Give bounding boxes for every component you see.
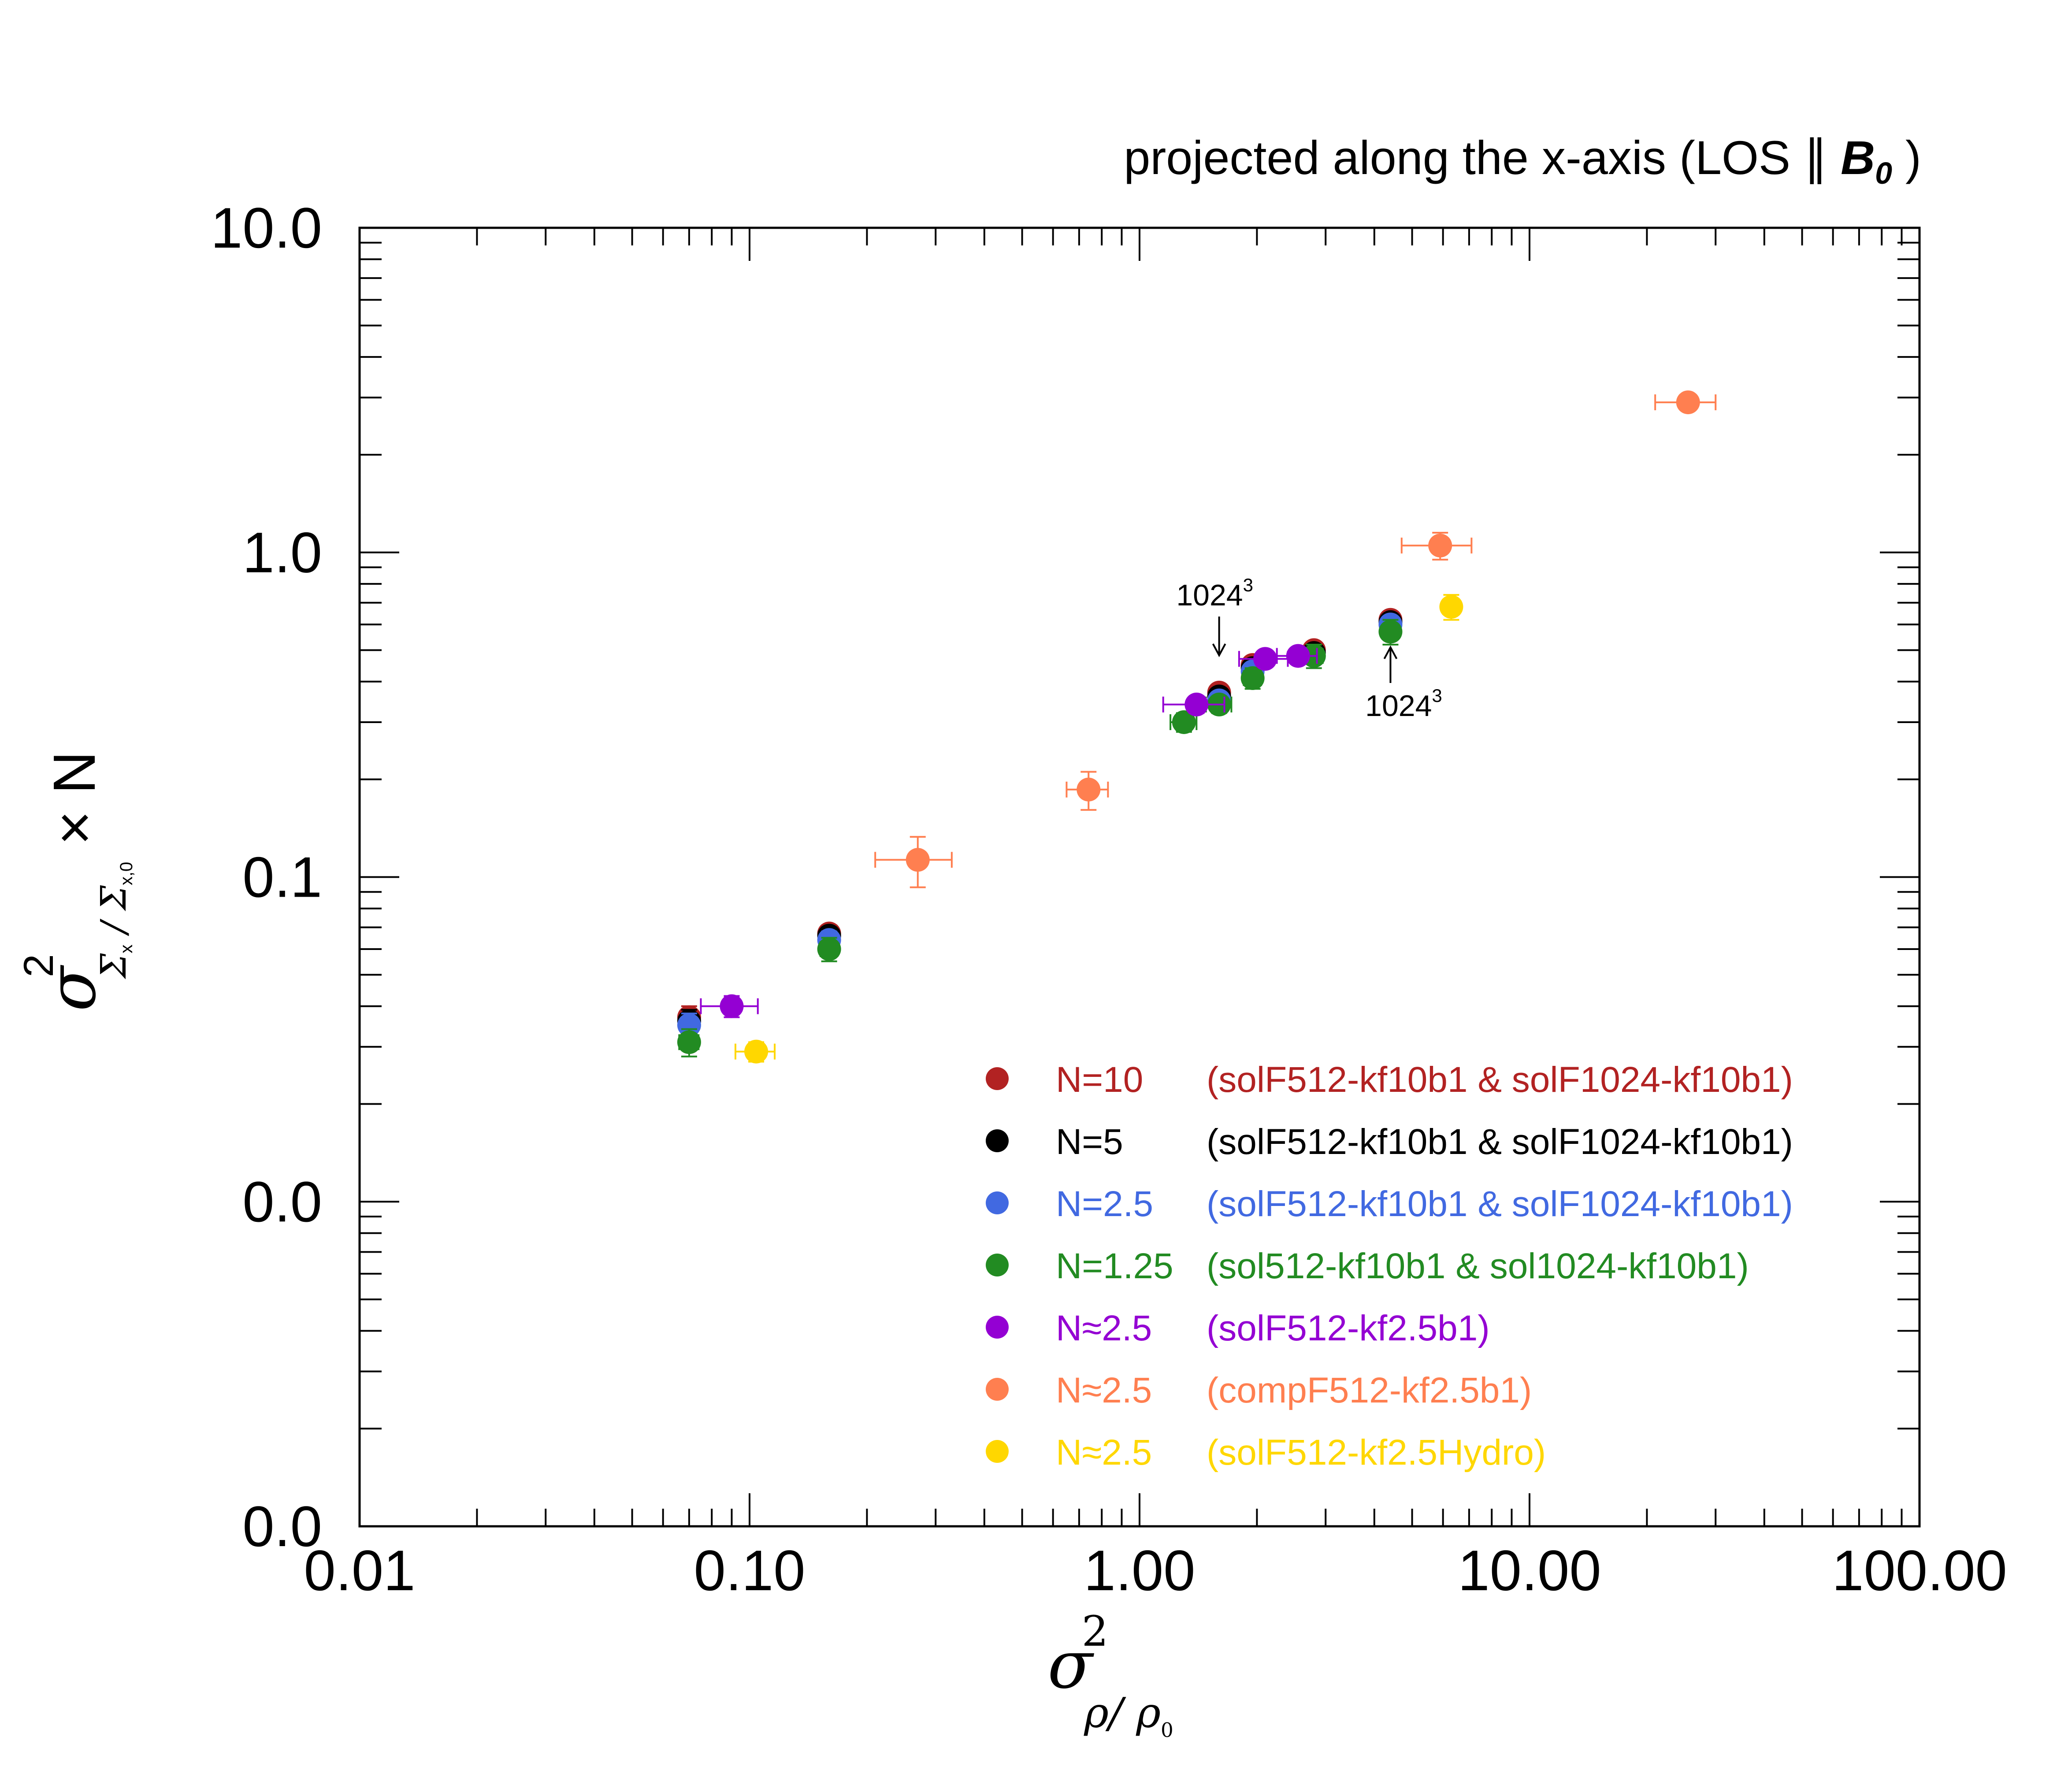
title-b: B: [1841, 131, 1875, 184]
series-6: [734, 594, 1463, 1064]
data-point: [1077, 777, 1101, 801]
legend-entry-0: N=10 (solF512-kf10b1 & solF1024-kf10b1): [986, 1060, 1793, 1100]
legend-name: N≈2.5: [1056, 1308, 1152, 1348]
y-axis-label-subsub2: x,0: [117, 862, 136, 885]
legend-entry-6: N≈2.5 (solF512-kf2.5Hydro): [986, 1432, 1546, 1473]
y-axis-label-suffix: × N: [41, 751, 108, 862]
chart-title: projected along the x-axis (LOS ∥ B0 ): [1124, 131, 1921, 190]
x-axis-label-subsub: 0: [1161, 1718, 1173, 1742]
y-tick-label: 0.1: [242, 845, 322, 909]
data-point: [744, 1039, 769, 1064]
legend-entry-1: N=5 (solF512-kf10b1 & solF1024-kf10b1): [986, 1122, 1793, 1162]
legend-name: N=1.25: [1056, 1246, 1173, 1286]
data-point: [677, 1030, 701, 1054]
y-axis-label-main: σ: [34, 965, 111, 1011]
annotations: 10243 10243: [1176, 575, 1442, 723]
data-point: [1253, 647, 1277, 671]
data-point: [1378, 620, 1403, 644]
data-point: [1240, 666, 1265, 690]
title-b-sub: 0: [1875, 156, 1892, 190]
data-point: [677, 1013, 701, 1037]
legend-name: N≈2.5: [1056, 1432, 1152, 1473]
annotation-text: 10243: [1365, 685, 1442, 723]
series-3: [677, 619, 1403, 1057]
y-tick-label: 0.0: [242, 1494, 322, 1558]
x-axis-label-sub: ρ/ ρ: [1084, 1689, 1161, 1737]
legend-name: N=5: [1056, 1122, 1123, 1162]
y-tick-label: 1.0: [242, 520, 322, 585]
legend-label: (sol512-kf10b1 & sol1024-kf10b1): [1207, 1246, 1749, 1286]
series-1: [677, 610, 1403, 1035]
legend-label: (solF512-kf10b1 & solF1024-kf10b1): [1207, 1060, 1793, 1100]
data-point: [1428, 534, 1452, 558]
axis-tick-labels: 0.01 0.10 1.00 10.00 100.00 0.0 0.0 0.1 1.0 10.0: [211, 196, 2007, 1603]
legend-name: N≈2.5: [1056, 1370, 1152, 1410]
series-4: [700, 644, 1318, 1018]
data-point: [1286, 644, 1310, 668]
legend-label: (solF512-kf2.5b1): [1207, 1308, 1490, 1348]
axis-ticks: [359, 228, 1919, 1527]
annotation-arrowhead: [1383, 645, 1398, 659]
data-point: [1184, 692, 1209, 716]
legend-marker: [986, 1067, 1009, 1090]
y-tick-label: 10.0: [211, 196, 322, 260]
y-axis-label-sub2: / Σ: [93, 885, 134, 945]
x-tick-label: 0.01: [304, 1538, 415, 1603]
annotation-text: 10243: [1176, 575, 1253, 612]
y-axis-label-subsub-x: x: [117, 945, 136, 954]
legend-label: (solF512-kf10b1 & solF1024-kf10b1): [1207, 1184, 1793, 1224]
legend-label: (compF512-kf2.5b1): [1207, 1370, 1532, 1410]
legend-name: N=10: [1056, 1060, 1143, 1100]
legend-marker: [986, 1440, 1009, 1463]
series-5: [874, 390, 1717, 888]
x-axis-label-main: σ: [1047, 1627, 1094, 1703]
x-axis-label: σ2 ρ/ ρ0: [1047, 1607, 1173, 1742]
x-tick-label: 1.00: [1084, 1538, 1195, 1603]
title-close: ): [1892, 131, 1921, 184]
legend-marker: [986, 1129, 1009, 1152]
x-tick-label: 10.00: [1458, 1538, 1601, 1603]
y-axis-label-sup: 2: [15, 954, 62, 977]
title-text: projected along the x-axis (LOS ∥: [1124, 131, 1841, 185]
data-point: [817, 937, 841, 961]
y-axis-label: σ2 Σx / Σx,0 × N: [15, 751, 136, 1012]
data-point: [1676, 390, 1700, 415]
y-axis-label-sub: Σ: [93, 953, 134, 979]
legend-label: (solF512-kf10b1 & solF1024-kf10b1): [1207, 1122, 1793, 1162]
legend-marker: [986, 1316, 1009, 1339]
legend-name: N=2.5: [1056, 1184, 1153, 1224]
data-point: [1439, 595, 1463, 619]
legend-entry-4: N≈2.5 (solF512-kf2.5b1): [986, 1308, 1490, 1348]
legend-entry-2: N=2.5 (solF512-kf10b1 & solF1024-kf10b1): [986, 1184, 1793, 1224]
x-axis-label-sup: 2: [1082, 1607, 1108, 1656]
data-points: [677, 390, 1717, 1064]
data-point: [1172, 710, 1196, 734]
data-point: [906, 848, 930, 872]
y-tick-label: 0.0: [242, 1169, 322, 1234]
annotation-1024: 10243: [1365, 645, 1442, 723]
legend-marker: [986, 1254, 1009, 1276]
legend-entry-5: N≈2.5 (compF512-kf2.5b1): [986, 1370, 1532, 1410]
annotation-arrowhead: [1212, 643, 1226, 657]
series-0: [677, 608, 1403, 1030]
legend-marker: [986, 1378, 1009, 1401]
x-tick-label: 0.10: [694, 1538, 805, 1603]
legend-entry-3: N=1.25 (sol512-kf10b1 & sol1024-kf10b1): [986, 1246, 1749, 1286]
annotation-1024: 10243: [1176, 575, 1253, 657]
legend-marker: [986, 1191, 1009, 1214]
legend-label: (solF512-kf2.5Hydro): [1207, 1432, 1546, 1473]
series-2: [677, 612, 1403, 1039]
x-tick-label: 100.00: [1832, 1538, 2007, 1603]
legend: N=10 (solF512-kf10b1 & solF1024-kf10b1)N=…: [986, 1060, 1793, 1473]
data-point: [720, 994, 744, 1018]
